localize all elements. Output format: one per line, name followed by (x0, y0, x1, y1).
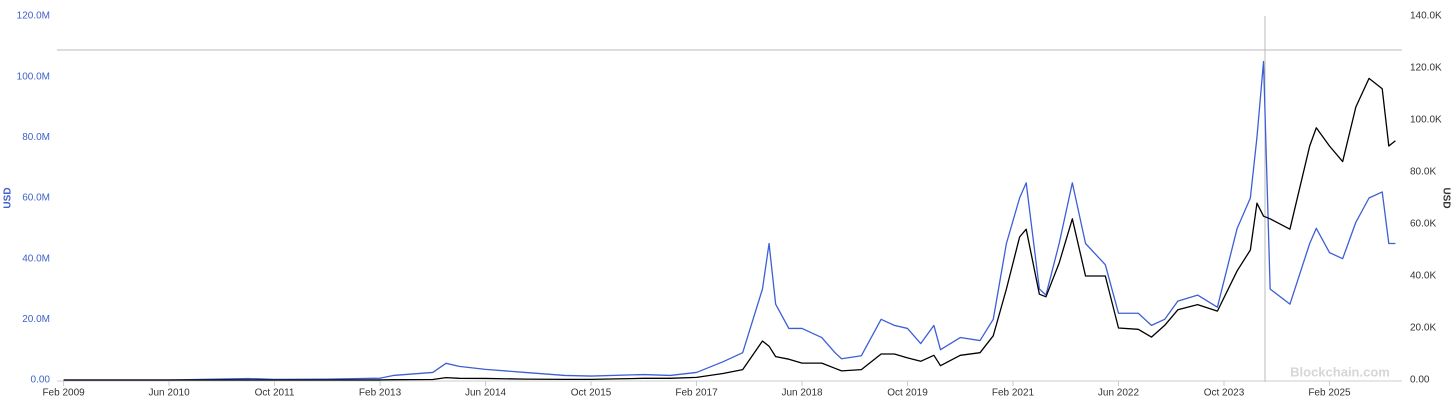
x-tick-label: Feb 2021 (992, 388, 1035, 399)
series-line (63, 60, 1396, 381)
y-tick-label: 80.0M (22, 132, 50, 143)
x-tick-label: Feb 2017 (675, 388, 718, 399)
y2-tick-label: 100.0K (1410, 115, 1442, 126)
y2-tick-label: 60.0K (1410, 219, 1436, 230)
y-tick-label: 60.0M (22, 193, 50, 204)
y2-tick-label: 140.0K (1410, 11, 1442, 22)
y-tick-label: 100.0M (17, 71, 50, 82)
x-tick-label: Oct 2011 (255, 388, 295, 399)
x-tick-label: Jun 2018 (781, 388, 823, 399)
x-tick-label: Feb 2025 (1308, 388, 1351, 399)
y-axis-title: USD (3, 187, 14, 208)
y2-tick-label: 80.0K (1410, 167, 1436, 178)
y2-tick-label: 20.0K (1410, 323, 1436, 334)
x-tick-label: Feb 2009 (42, 388, 85, 399)
x-tick-label: Oct 2019 (887, 388, 928, 399)
x-tick-label: Feb 2013 (359, 388, 402, 399)
y2-tick-label: 0.00 (1410, 375, 1430, 386)
x-tick-label: Jun 2014 (465, 388, 507, 399)
x-tick-label: Jun 2010 (149, 388, 191, 399)
x-tick-label: Oct 2023 (1204, 388, 1245, 399)
y-tick-label: 120.0M (17, 11, 50, 22)
y2-tick-label: 120.0K (1410, 63, 1442, 74)
x-tick-label: Oct 2015 (571, 388, 612, 399)
series-line (63, 77, 1396, 381)
y-tick-label: 0.00 (31, 375, 51, 386)
watermark: Blockchain.com (1290, 364, 1390, 379)
x-tick-label: Jun 2022 (1098, 388, 1140, 399)
y2-tick-label: 40.0K (1410, 271, 1436, 282)
y2-axis-title: USD (1440, 187, 1451, 208)
y-tick-label: 40.0M (22, 253, 50, 264)
y-tick-label: 20.0M (22, 314, 50, 325)
